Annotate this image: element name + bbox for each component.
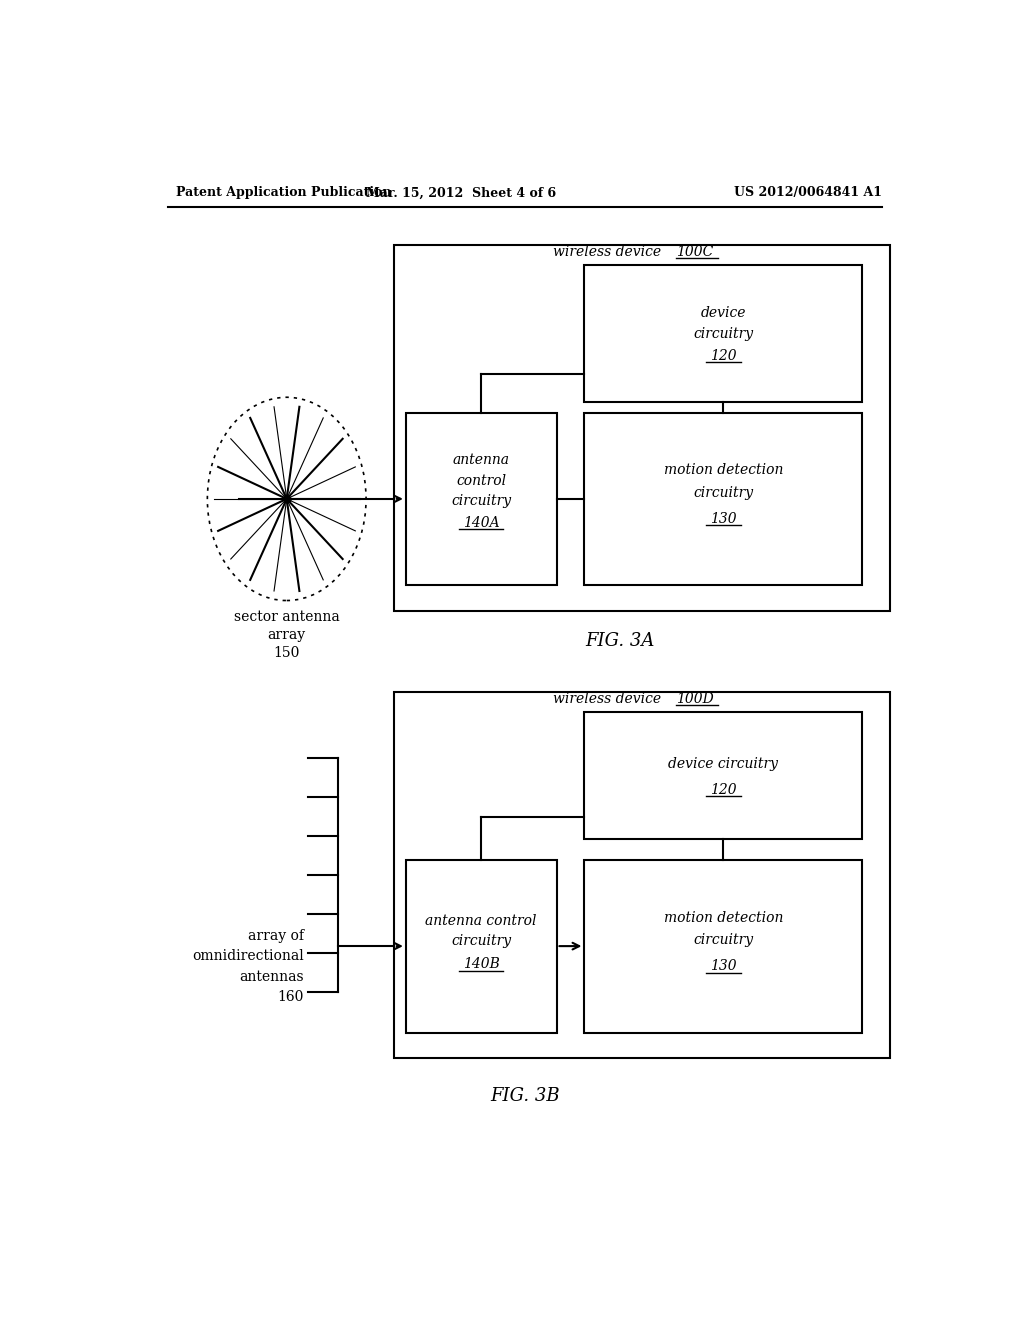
Text: 130: 130 (710, 512, 736, 527)
Text: 150: 150 (273, 647, 300, 660)
Text: array of: array of (248, 929, 304, 942)
Text: US 2012/0064841 A1: US 2012/0064841 A1 (734, 186, 882, 199)
Text: antennas: antennas (240, 970, 304, 983)
Text: motion detection: motion detection (664, 463, 783, 478)
Text: wireless device: wireless device (553, 692, 665, 706)
Text: antenna: antenna (453, 453, 510, 467)
Text: sector antenna: sector antenna (233, 610, 340, 624)
Text: circuitry: circuitry (452, 494, 511, 508)
Text: device: device (700, 306, 745, 321)
Text: circuitry: circuitry (452, 935, 511, 948)
Text: Patent Application Publication: Patent Application Publication (176, 186, 391, 199)
Text: antenna control: antenna control (425, 913, 537, 928)
Text: wireless device: wireless device (553, 246, 665, 259)
Text: circuitry: circuitry (693, 327, 754, 341)
Text: 130: 130 (710, 960, 736, 973)
Text: Mar. 15, 2012  Sheet 4 of 6: Mar. 15, 2012 Sheet 4 of 6 (367, 186, 556, 199)
Text: motion detection: motion detection (664, 911, 783, 924)
Text: 100D: 100D (676, 692, 714, 706)
Text: circuitry: circuitry (693, 486, 754, 500)
Text: 140B: 140B (463, 957, 500, 972)
Bar (585, 859, 862, 1032)
Text: omnidirectional: omnidirectional (193, 949, 304, 964)
Text: device circuitry: device circuitry (669, 756, 778, 771)
Text: array: array (267, 628, 306, 642)
Bar (406, 859, 557, 1032)
Text: 120: 120 (710, 348, 736, 363)
Text: FIG. 3A: FIG. 3A (586, 632, 654, 651)
Bar (585, 413, 862, 585)
Text: control: control (456, 474, 506, 487)
Bar (394, 244, 890, 611)
Bar (585, 713, 862, 840)
Text: circuitry: circuitry (693, 933, 754, 946)
Bar (406, 413, 557, 585)
Text: 140A: 140A (463, 516, 500, 531)
Text: 120: 120 (710, 783, 736, 797)
Text: FIG. 3B: FIG. 3B (490, 1086, 559, 1105)
Text: 100C: 100C (676, 246, 713, 259)
Bar (394, 692, 890, 1057)
Text: 160: 160 (278, 990, 304, 1005)
Bar (585, 265, 862, 403)
